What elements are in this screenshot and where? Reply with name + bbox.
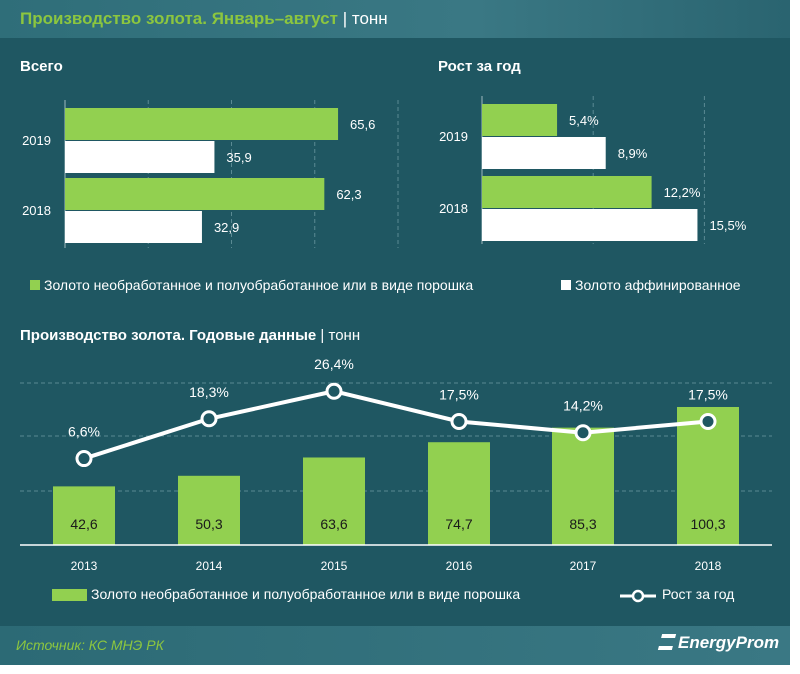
chart3-title-text: Производство золота. Годовые данные [20,327,317,344]
data-label: 15,5% [709,218,746,233]
bar [53,486,115,545]
legend-white-swatch [561,280,571,290]
page-title: Производство золота. Январь–август | тон… [20,9,388,29]
bar-white [482,209,698,241]
header-band [0,0,790,38]
data-label: 35,9 [226,150,251,165]
charts-canvas: 2019 65,6 35,9 2018 62,3 32,9 2019 5,4% 8,9% 2018… [20,96,772,573]
chart2-title: Рост за год [438,58,521,75]
growth-label: 14,2% [563,398,603,414]
growth-point [200,410,218,428]
legend-bar-label: Золото необработанное и полуобработанное… [91,586,521,602]
bar-value-label: 100,3 [690,516,725,532]
growth-point [699,413,717,430]
growth-label: 26,4% [314,356,354,372]
infographic-card: Производство золота. Январь–август | тон… [0,0,790,665]
data-label: 62,3 [336,187,361,202]
bar-white [482,137,606,169]
bar-white [65,211,202,243]
source-text: Источник: КС МНЭ РК [16,637,164,653]
category-label: 2018 [439,201,468,216]
title-unit: | тонн [342,9,388,28]
footer-band [0,626,790,665]
x-tick-label: 2016 [446,559,473,573]
bar-value-label: 50,3 [195,516,222,532]
chart1-title: Всего [20,58,63,75]
unit-text: тонн [351,9,388,28]
bar-value-label: 85,3 [569,516,596,532]
data-label: 65,6 [350,117,375,132]
bar [178,475,240,545]
legend-line-label: Рост за год [662,586,735,602]
data-label: 8,9% [618,146,648,161]
x-tick-label: 2015 [321,559,348,573]
category-label: 2019 [439,129,468,144]
chart3-title: Производство золота. Годовые данные | то… [20,327,361,344]
legend-green-swatch [30,280,40,290]
logo-text: EnergyProm [678,633,780,652]
growth-point [450,413,468,430]
legend-white-label: Золото аффинированное [575,277,741,293]
bar-value-label: 74,7 [445,516,472,532]
x-tick-label: 2017 [570,559,597,573]
legend-line-icon [620,589,656,603]
title-text: Производство золота. Январь–август [20,9,338,28]
growth-label: 17,5% [439,387,479,403]
bar-green [65,108,339,140]
growth-label: 17,5% [688,387,728,403]
x-tick-label: 2014 [196,559,223,573]
energyprom-logo: EnergyProm [657,633,780,653]
x-tick-label: 2018 [695,559,722,573]
growth-label: 18,3% [189,384,229,400]
bar-white [65,141,215,173]
data-label: 12,2% [664,185,701,200]
bar [552,427,614,545]
bar-value-label: 63,6 [320,516,347,532]
category-label: 2018 [22,203,51,218]
growth-line [83,389,709,461]
growth-point [75,450,93,468]
bar [303,457,365,545]
category-label: 2019 [22,133,51,148]
legend-bar-swatch [52,589,87,601]
data-label: 5,4% [569,113,599,128]
x-tick-label: 2013 [71,559,98,573]
chart3-unit: тонн [328,327,361,344]
bar [428,442,490,545]
growth-point [574,424,592,442]
bar-value-label: 42,6 [70,516,97,532]
bar-green [482,176,652,208]
bar-green [65,178,325,210]
growth-point [325,382,343,400]
data-label: 32,9 [214,220,239,235]
bar-green [482,104,558,136]
legend-green-label: Золото необработанное и полуобработанное… [44,277,474,293]
growth-label: 6,6% [68,424,100,440]
